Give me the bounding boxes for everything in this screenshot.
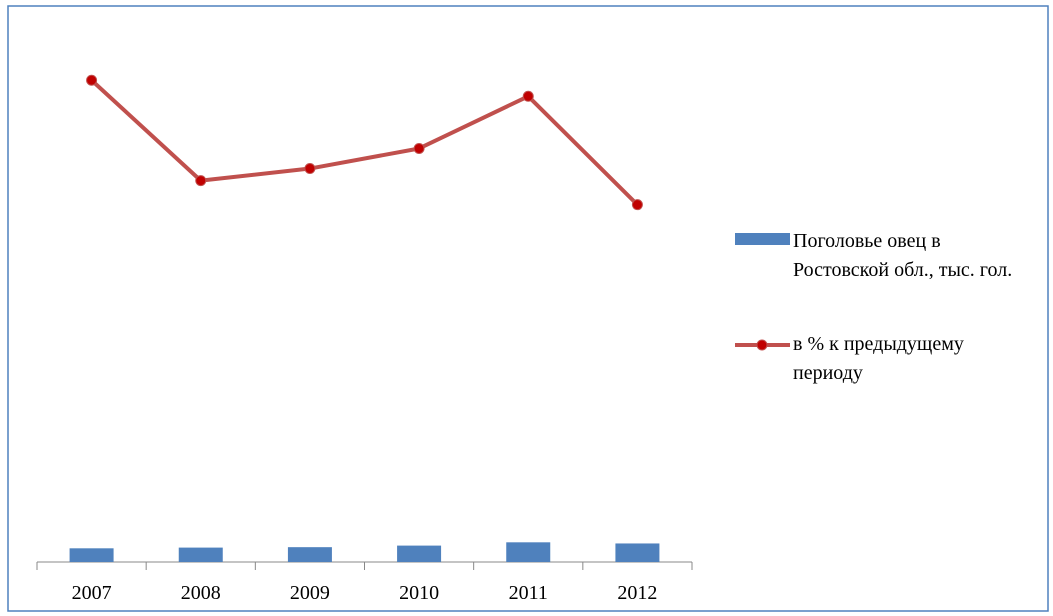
bar	[287, 547, 332, 562]
x-tick-label: 2012	[617, 582, 657, 604]
bar	[397, 545, 442, 562]
line-marker	[195, 175, 207, 187]
line-marker	[86, 74, 98, 86]
x-tick-label: 2009	[290, 582, 330, 604]
bar	[615, 543, 660, 562]
line-marker	[631, 199, 643, 211]
legend-label: Поголовье овец в Ростовской обл., тыс. г…	[793, 230, 1013, 281]
legend-swatch	[735, 233, 790, 245]
line-marker	[304, 163, 316, 175]
bar	[69, 548, 114, 562]
bar	[178, 547, 223, 562]
line-marker	[413, 142, 425, 154]
legend-label: в % к предыдущему периоду	[793, 333, 964, 384]
chart-border	[7, 5, 1049, 612]
x-tick-label: 2008	[181, 582, 221, 604]
line-marker	[522, 90, 534, 102]
legend-marker	[756, 339, 768, 351]
bar	[506, 542, 551, 562]
x-tick-label: 2011	[509, 582, 548, 604]
x-tick-label: 2007	[72, 582, 112, 604]
line-series	[90, 78, 639, 207]
x-tick-label: 2010	[399, 582, 439, 604]
